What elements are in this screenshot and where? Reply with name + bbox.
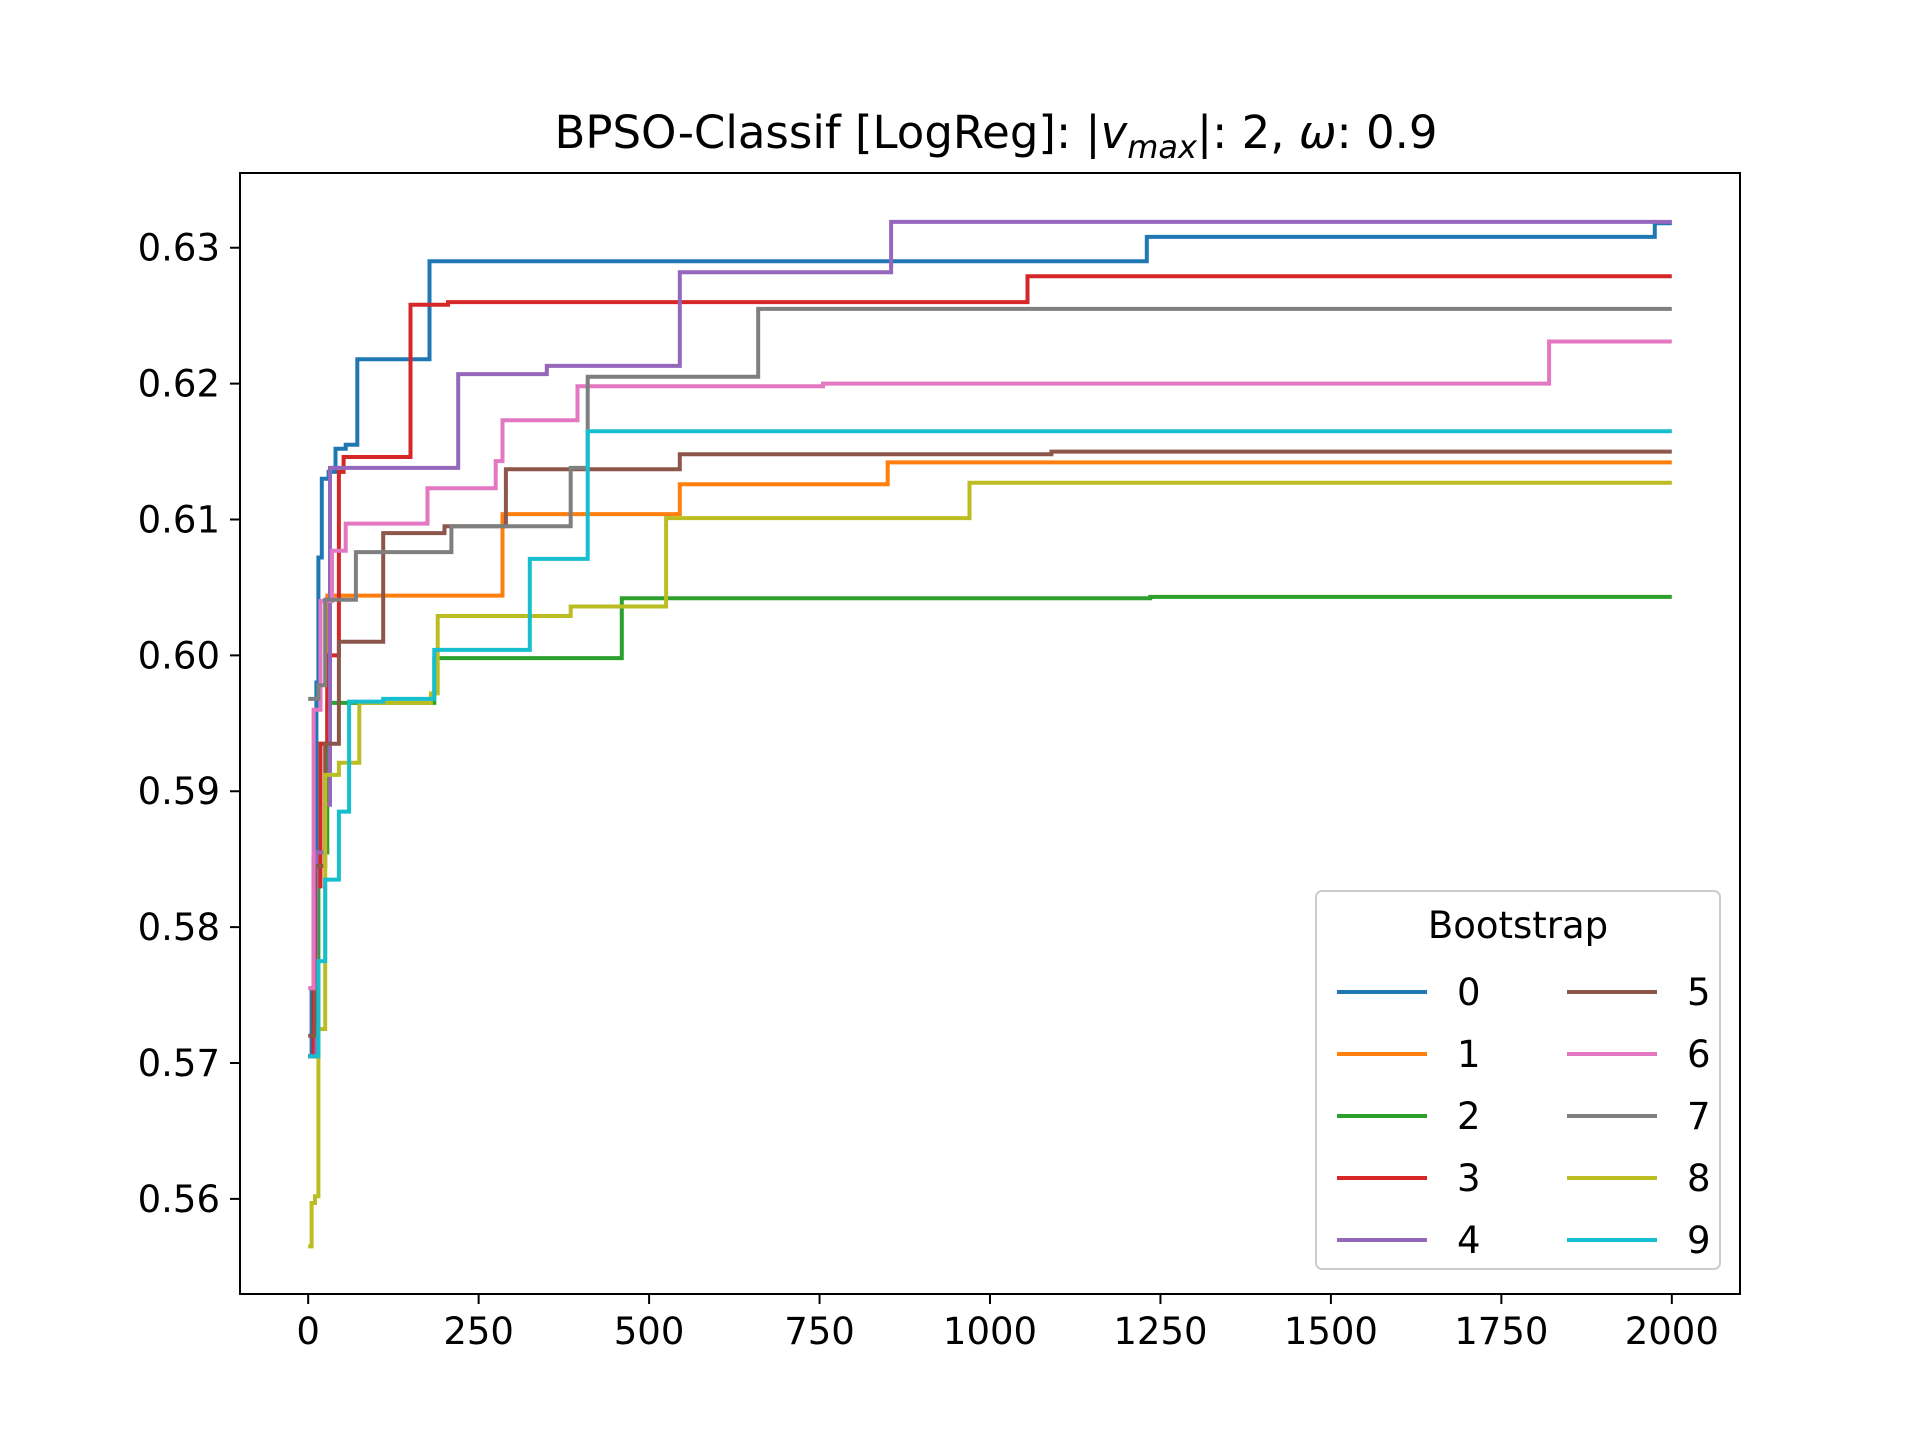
chart-title: BPSO-Classif [LogReg]: |vmax|: 2, ω: 0.9 — [554, 106, 1437, 166]
legend-entries: 0 1 2 3 4 5 6 7 8 9 — [1337, 971, 1711, 1262]
legend-label-2: 2 — [1457, 1095, 1481, 1138]
x-tick-label: 1250 — [1113, 1310, 1207, 1353]
x-tick-label: 750 — [784, 1310, 855, 1353]
legend-label-1: 1 — [1457, 1033, 1481, 1076]
y-tick-label: 0.56 — [138, 1178, 220, 1221]
legend: Bootstrap 0 1 2 3 4 5 6 7 8 9 — [1315, 890, 1721, 1270]
x-tick-label: 500 — [614, 1310, 685, 1353]
legend-box — [1315, 890, 1721, 1270]
x-tick-label: 1750 — [1454, 1310, 1548, 1353]
y-axis: 0.56 0.57 0.58 0.59 0.60 0.61 0.62 0.63 — [138, 227, 240, 1221]
x-tick-label: 0 — [296, 1310, 320, 1353]
y-tick-label: 0.61 — [138, 498, 220, 541]
legend-label-0: 0 — [1457, 971, 1481, 1014]
series-line-8 — [308, 480, 1672, 1249]
legend-title: Bootstrap — [1428, 904, 1608, 947]
legend-label-4: 4 — [1457, 1219, 1481, 1262]
y-tick-label: 0.60 — [138, 634, 220, 677]
series-line-6 — [308, 339, 1672, 991]
x-tick-label: 2000 — [1625, 1310, 1719, 1353]
x-axis: 0 250 500 750 1000 1250 1500 1750 2000 — [296, 1294, 1719, 1353]
y-tick-label: 0.57 — [138, 1042, 220, 1085]
y-tick-label: 0.63 — [138, 227, 220, 270]
series-layer — [308, 219, 1672, 1249]
y-tick-label: 0.58 — [138, 906, 220, 949]
series-line-9 — [308, 429, 1672, 1059]
series-line-7 — [308, 306, 1672, 701]
legend-label-9: 9 — [1687, 1219, 1711, 1262]
x-tick-label: 1500 — [1284, 1310, 1378, 1353]
y-tick-label: 0.62 — [138, 363, 220, 406]
legend-label-6: 6 — [1687, 1033, 1711, 1076]
x-tick-label: 1000 — [943, 1310, 1037, 1353]
x-tick-label: 250 — [443, 1310, 514, 1353]
series-line-3 — [308, 274, 1672, 1059]
legend-label-7: 7 — [1687, 1095, 1711, 1138]
legend-label-8: 8 — [1687, 1157, 1711, 1200]
legend-label-5: 5 — [1687, 971, 1711, 1014]
y-tick-label: 0.59 — [138, 770, 220, 813]
series-line-4 — [308, 219, 1672, 1059]
legend-label-3: 3 — [1457, 1157, 1481, 1200]
